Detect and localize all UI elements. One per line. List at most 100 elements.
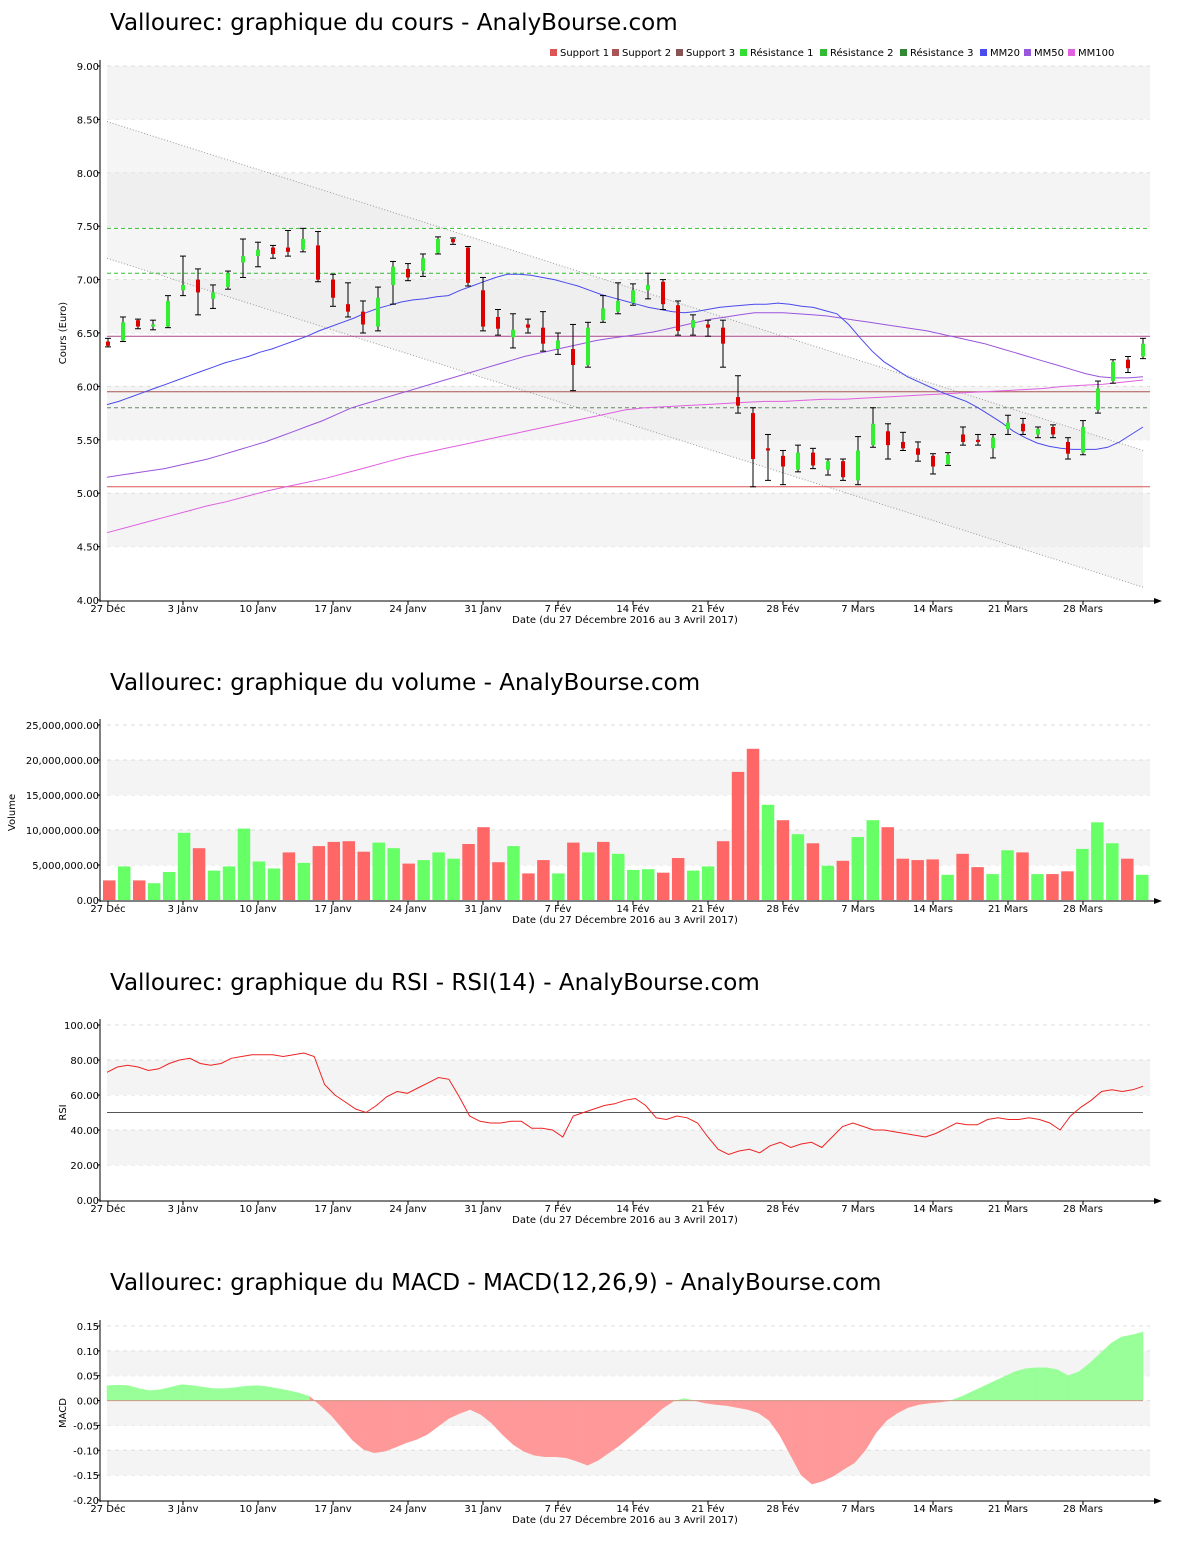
macd-area-segment xyxy=(256,1385,268,1401)
candle-body xyxy=(466,247,470,283)
legend-label: MM50 xyxy=(1034,48,1064,59)
candle xyxy=(255,241,261,268)
candle xyxy=(705,319,711,337)
y-tick-label: 8.00 xyxy=(77,169,99,180)
volume-bar xyxy=(132,880,146,900)
candle-body xyxy=(601,308,605,321)
volume-bar xyxy=(836,860,850,900)
candle xyxy=(930,453,936,475)
volume-bar xyxy=(911,860,924,900)
candle-body xyxy=(211,292,215,299)
x-tick-label: 14 Fév xyxy=(616,1503,649,1515)
candle xyxy=(420,253,426,277)
volume-bar xyxy=(297,862,311,900)
candle xyxy=(630,283,636,306)
candle xyxy=(135,318,141,330)
volume-bar xyxy=(103,880,116,900)
candle-body xyxy=(1006,422,1010,430)
macd-area-segment xyxy=(875,1400,887,1434)
macd-area-segment xyxy=(181,1384,193,1401)
candle xyxy=(525,318,531,334)
legend-label: MM100 xyxy=(1078,48,1114,59)
volume-bar xyxy=(372,842,385,900)
volume-bar xyxy=(716,841,730,900)
volume-bar xyxy=(986,874,999,900)
volume-bar xyxy=(881,827,894,900)
legend-label: Résistance 2 xyxy=(830,47,893,59)
candle-body xyxy=(826,461,830,470)
x-axis-label: Date (du 27 Décembre 2016 au 3 Avril 201… xyxy=(512,614,738,626)
candle xyxy=(765,433,771,481)
volume-bar xyxy=(1016,852,1029,900)
candle xyxy=(945,452,951,466)
candle-body xyxy=(571,349,575,366)
x-tick-label: 17 Janv xyxy=(314,904,351,915)
y-tick-label: 100.00 xyxy=(64,1021,99,1032)
legend-label: MM20 xyxy=(990,48,1020,59)
x-axis-arrow xyxy=(1154,1498,1162,1504)
macd-area-segment xyxy=(128,1385,140,1401)
macd-area-segment xyxy=(619,1400,631,1446)
candle-body xyxy=(151,324,155,327)
mm100-line xyxy=(106,379,1144,534)
candle-body xyxy=(136,320,140,327)
candle xyxy=(645,272,651,300)
x-tick-label: 21 Mars xyxy=(988,1504,1028,1515)
volume-bar xyxy=(492,862,505,900)
candle-body xyxy=(871,423,875,446)
legend-label: Résistance 3 xyxy=(910,47,973,59)
x-tick-label: 3 Janv xyxy=(168,904,199,915)
y-tick-label: 40.00 xyxy=(70,1126,99,1137)
volume-chart: 0.00 5,000,000.00 10,000,000.00 15,000,000.… xyxy=(7,719,1162,926)
x-tick-label: 27 Déc xyxy=(90,603,125,615)
candle xyxy=(195,268,201,316)
macd-area-segment xyxy=(587,1400,599,1466)
volume-bar xyxy=(282,852,296,900)
macd-area-segment xyxy=(523,1400,535,1456)
macd-area-segment xyxy=(1132,1331,1144,1401)
candle-body xyxy=(226,273,230,288)
candle xyxy=(300,227,306,253)
candle xyxy=(225,270,231,290)
volume-bar xyxy=(821,865,835,900)
candle xyxy=(615,282,621,315)
candle-body xyxy=(1096,388,1100,410)
x-tick-label: 21 Fév xyxy=(691,903,724,915)
macd-area-segment xyxy=(373,1400,385,1454)
candle xyxy=(120,316,126,343)
x-axis-arrow xyxy=(1154,898,1162,904)
candle-body xyxy=(1021,423,1025,432)
mm50-line xyxy=(106,312,1144,478)
volume-bar xyxy=(567,842,580,900)
y-axis-label: Cours (Euro) xyxy=(58,302,69,365)
x-tick-label: 27 Déc xyxy=(90,903,125,915)
macd-area-segment xyxy=(1014,1368,1026,1401)
x-tick-label: 21 Fév xyxy=(691,603,724,615)
macd-area-segment xyxy=(192,1385,204,1401)
candle xyxy=(375,286,381,332)
macd-area-segment xyxy=(779,1400,791,1456)
y-axis-label: Volume xyxy=(7,794,18,831)
macd-area-segment xyxy=(1035,1367,1048,1401)
volume-bar xyxy=(791,834,805,900)
x-tick-label: 10 Janv xyxy=(239,1204,276,1215)
volume-bar xyxy=(926,859,939,900)
grid-band xyxy=(107,172,1150,227)
volume-bar xyxy=(582,852,595,900)
candle xyxy=(660,279,666,311)
volume-bar xyxy=(701,866,715,900)
y-tick-label: -0.15 xyxy=(73,1471,99,1482)
y-tick-label: 80.00 xyxy=(70,1056,99,1067)
candle xyxy=(900,431,906,451)
macd-area-segment xyxy=(298,1392,311,1401)
candle xyxy=(165,295,171,329)
candle xyxy=(450,237,456,245)
candle-body xyxy=(961,434,965,442)
candle-body xyxy=(586,327,590,366)
volume-bar xyxy=(746,748,760,900)
macd-area-segment xyxy=(843,1400,855,1470)
candle xyxy=(585,321,591,368)
legend-swatch xyxy=(740,49,747,56)
volume-bar xyxy=(387,848,400,900)
macd-area-segment xyxy=(224,1387,236,1401)
